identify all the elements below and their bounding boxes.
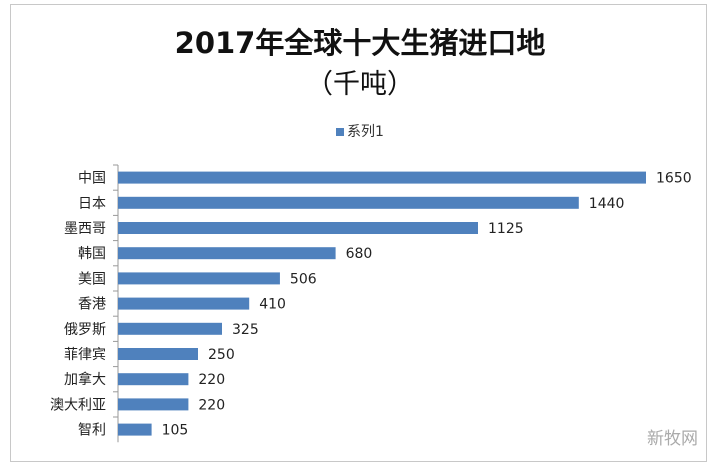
legend-swatch bbox=[336, 128, 345, 136]
bar bbox=[118, 196, 579, 209]
data-label: 1650 bbox=[656, 171, 692, 187]
bar bbox=[118, 247, 336, 260]
data-label: 506 bbox=[290, 271, 317, 287]
data-label: 105 bbox=[162, 423, 189, 439]
bar bbox=[118, 171, 646, 184]
bar bbox=[118, 373, 189, 386]
bar bbox=[118, 272, 280, 285]
legend: 系列1 bbox=[0, 121, 720, 141]
bar bbox=[118, 348, 198, 360]
bar bbox=[118, 398, 189, 411]
category-label: 澳大利亚 bbox=[50, 397, 106, 413]
data-label: 410 bbox=[259, 297, 286, 313]
bar bbox=[118, 222, 478, 234]
category-label: 日本 bbox=[78, 196, 106, 212]
data-label: 325 bbox=[232, 322, 259, 338]
category-label: 香港 bbox=[78, 297, 106, 313]
data-label: 1440 bbox=[589, 196, 625, 212]
data-label: 220 bbox=[198, 372, 225, 388]
bar bbox=[118, 423, 152, 436]
chart-subtitle: （千吨） bbox=[306, 69, 414, 100]
watermark: 新牧网 bbox=[647, 429, 698, 449]
category-label: 美国 bbox=[78, 271, 106, 287]
category-label: 韩国 bbox=[78, 246, 106, 262]
data-label: 250 bbox=[208, 347, 235, 363]
category-label: 菲律宾 bbox=[64, 347, 106, 363]
data-label: 680 bbox=[346, 246, 373, 262]
data-label: 1125 bbox=[488, 221, 524, 237]
chart-title: 2017年全球十大生猪进口地 bbox=[174, 26, 546, 60]
category-label: 智利 bbox=[78, 423, 106, 439]
category-label: 墨西哥 bbox=[64, 221, 106, 237]
data-label: 220 bbox=[198, 397, 225, 413]
category-label: 俄罗斯 bbox=[64, 322, 106, 338]
bar bbox=[118, 322, 222, 335]
category-label: 中国 bbox=[78, 171, 106, 187]
legend-label: 系列1 bbox=[347, 124, 384, 140]
category-label: 加拿大 bbox=[64, 371, 106, 388]
bar bbox=[118, 297, 250, 310]
